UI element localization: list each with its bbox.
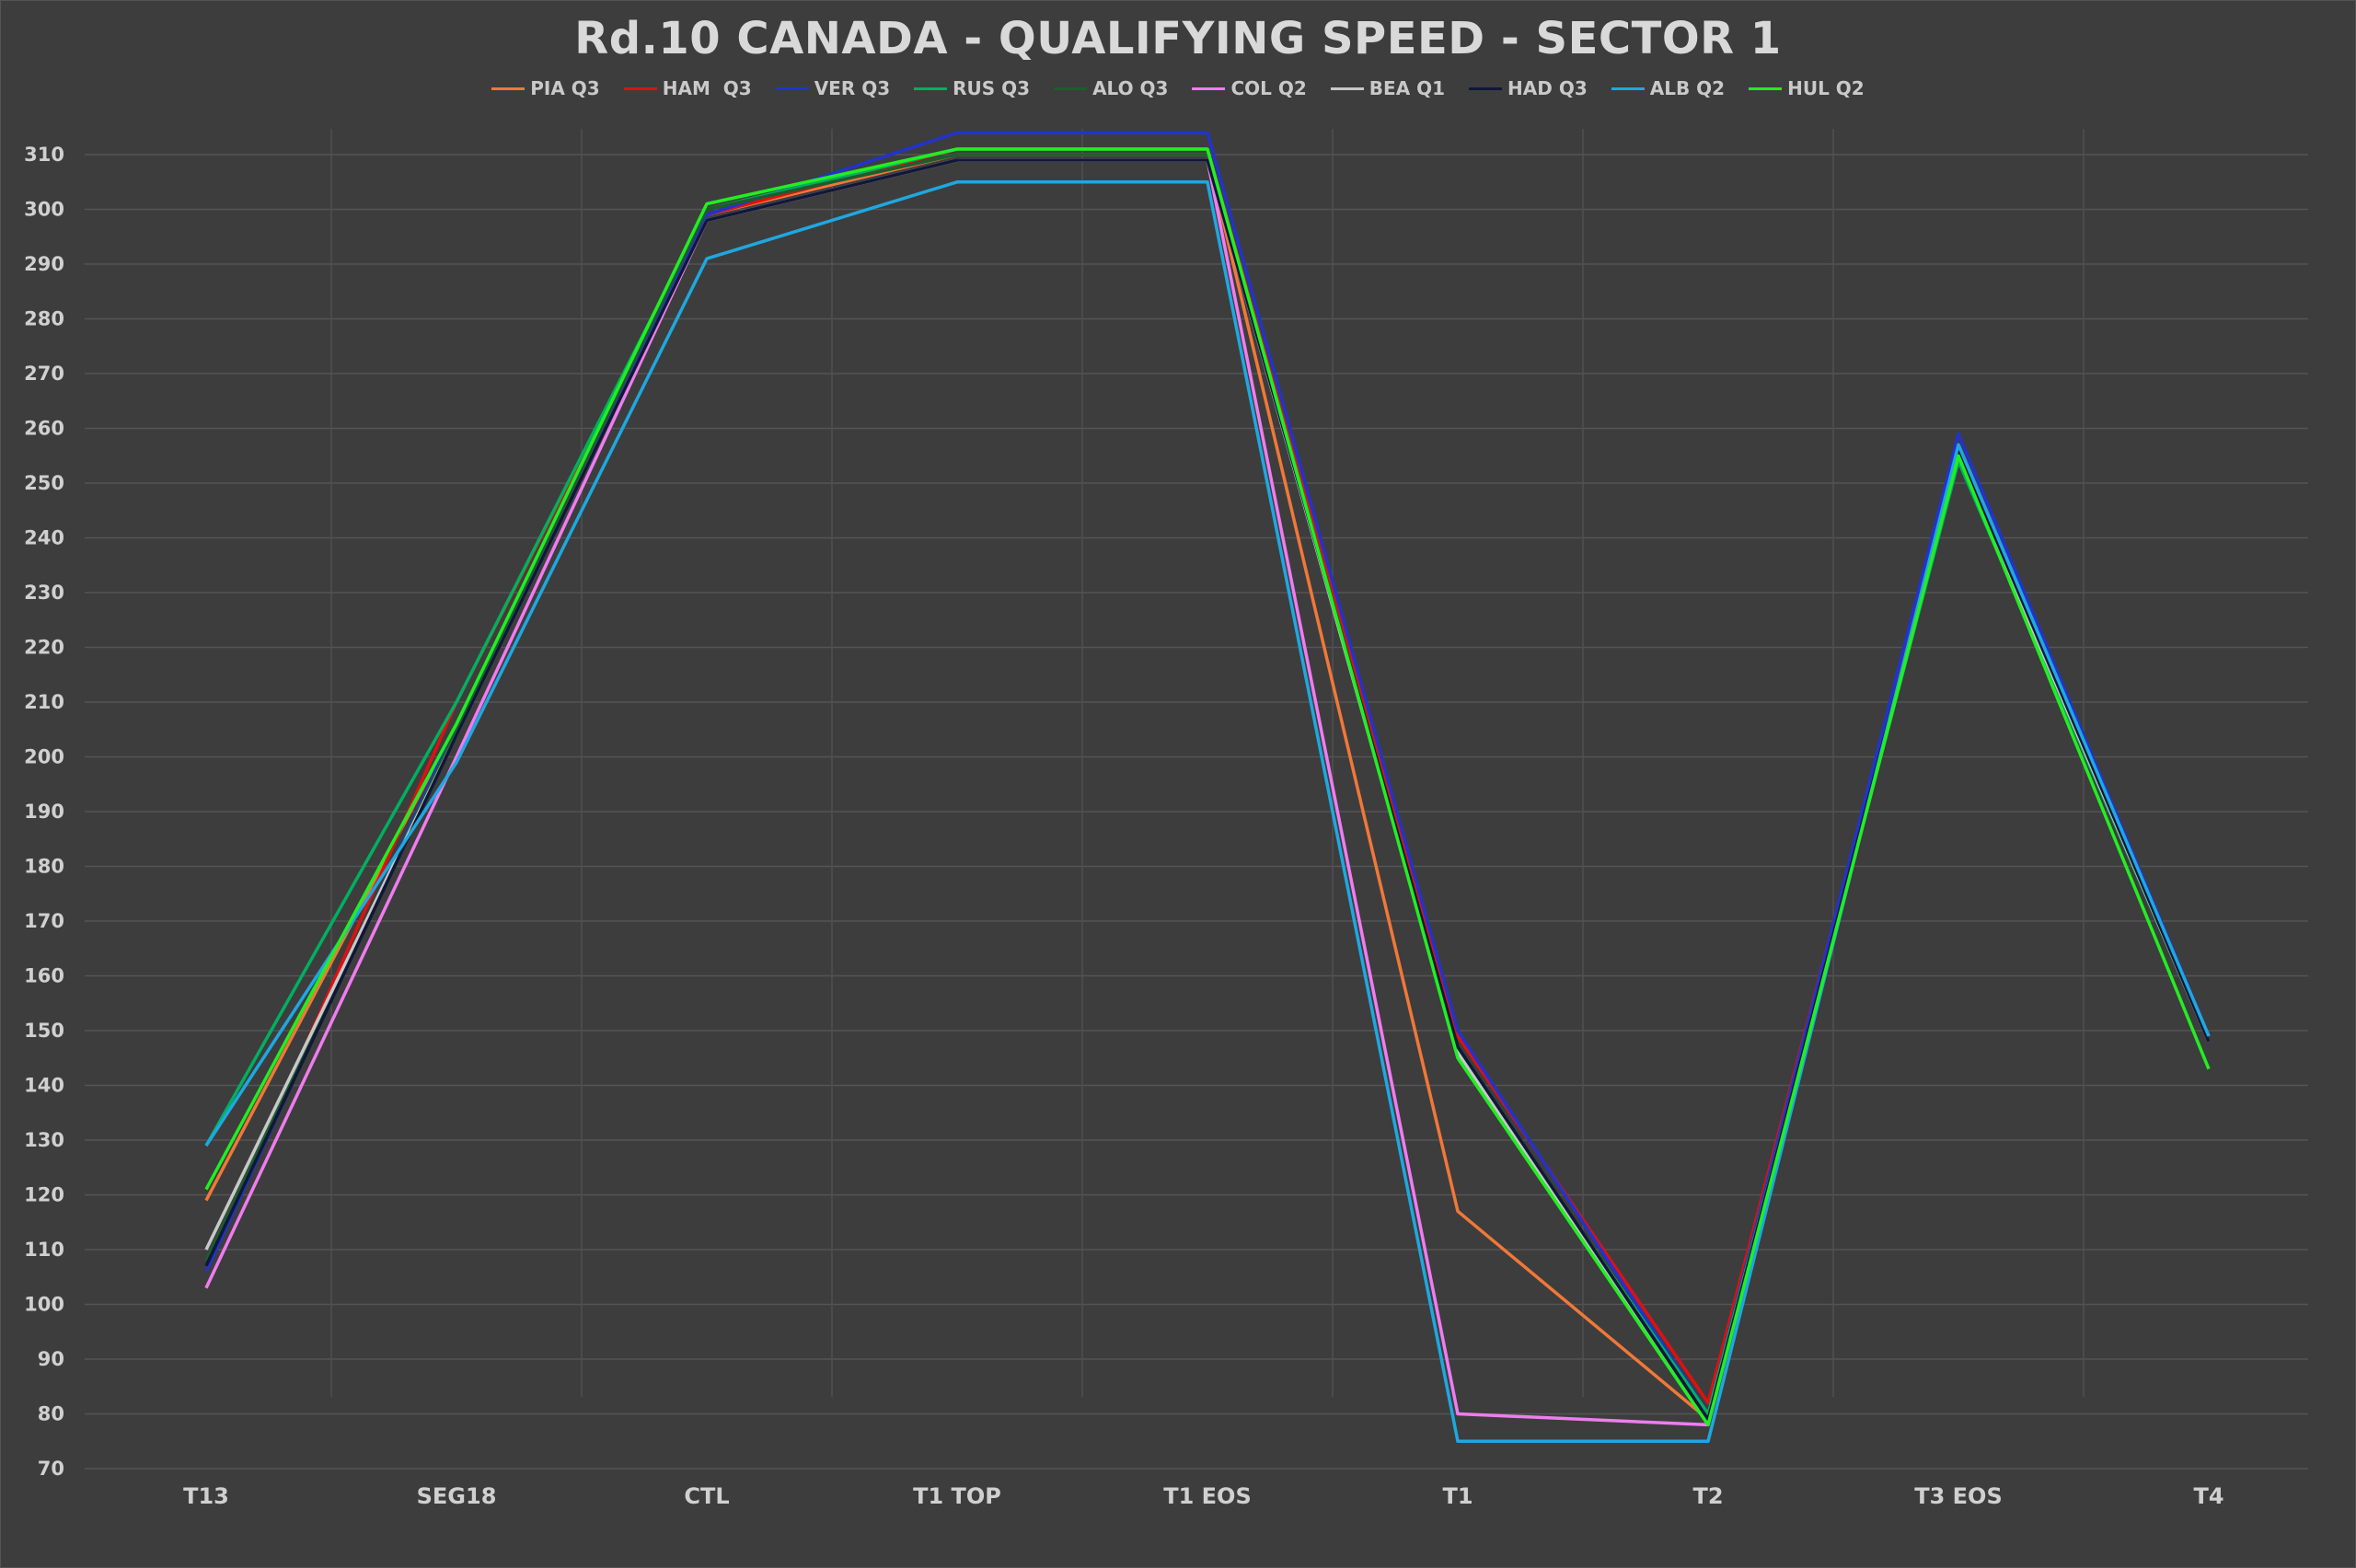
legend-item[interactable]: RUS Q3: [914, 77, 1030, 99]
chart-title: Rd.10 CANADA - QUALIFYING SPEED - SECTOR…: [574, 13, 1782, 64]
x-tick-label: T3 EOS: [1914, 1483, 2003, 1509]
y-tick-label: 70: [38, 1458, 64, 1480]
legend-item[interactable]: VER Q3: [775, 77, 891, 99]
y-tick-label: 270: [24, 363, 64, 385]
legend-swatch: [914, 86, 948, 90]
x-tick-label: T1: [1442, 1483, 1472, 1509]
legend-swatch: [1611, 86, 1645, 90]
y-tick-label: 300: [24, 199, 64, 221]
y-tick-label: 110: [24, 1239, 64, 1261]
x-tick-label: T1 TOP: [913, 1483, 1001, 1509]
y-tick-label: 250: [24, 472, 64, 494]
y-tick-label: 150: [24, 1020, 64, 1042]
legend-item[interactable]: COL Q2: [1192, 77, 1307, 99]
y-tick-label: 180: [24, 856, 64, 878]
series-line-alo-q3: [204, 153, 2211, 1422]
legend-swatch: [623, 86, 657, 90]
legend-label: HAM Q3: [662, 77, 752, 99]
y-tick-label: 120: [24, 1184, 64, 1206]
legend-swatch: [1749, 86, 1783, 90]
y-tick-label: 260: [24, 418, 64, 440]
series-lines: [204, 131, 2211, 1444]
series-line-ham-q3: [204, 147, 2211, 1405]
legend-label: COL Q2: [1230, 77, 1307, 99]
y-tick-label: 100: [24, 1294, 64, 1316]
series-line-pia-q3: [204, 153, 2211, 1422]
legend-label: ALO Q3: [1092, 77, 1169, 99]
y-tick-label: 220: [24, 637, 64, 659]
legend-item[interactable]: HAM Q3: [623, 77, 752, 99]
legend-item[interactable]: BEA Q1: [1330, 77, 1446, 99]
legend-item[interactable]: HAD Q3: [1469, 77, 1588, 99]
legend-label: RUS Q3: [953, 77, 1031, 99]
x-tick-label: T13: [183, 1483, 229, 1509]
y-tick-label: 230: [24, 582, 64, 604]
series-line-ver-q3: [204, 131, 2211, 1416]
series-line-col-q2: [204, 158, 2211, 1427]
legend-item[interactable]: ALO Q3: [1054, 77, 1168, 99]
chart-legend: PIA Q3 HAM Q3 VER Q3 RUS Q3 ALO Q3 COL Q2 BEA …: [0, 77, 2356, 99]
y-axis-ticks: 70 80 90 100 110 120 130 140 150 160 170 180 190 200 2…: [24, 144, 64, 1480]
x-tick-label: CTL: [684, 1483, 729, 1509]
series-line-hul-q2: [204, 147, 2211, 1427]
x-tick-label: T2: [1692, 1483, 1723, 1509]
legend-label: ALB Q2: [1649, 77, 1726, 99]
y-tick-label: 90: [38, 1348, 64, 1370]
x-tick-label: T4: [2193, 1483, 2223, 1509]
legend-label: PIA Q3: [530, 77, 600, 99]
legend-swatch: [1192, 86, 1226, 90]
legend-swatch: [1469, 86, 1503, 90]
series-line-rus-q3: [204, 147, 2211, 1416]
legend-swatch: [491, 86, 525, 90]
x-axis-ticks: T13 SEG18 CTL T1 TOP T1 EOS T1 T2 T3 EOS T4: [183, 1483, 2223, 1509]
y-tick-label: 140: [24, 1075, 64, 1097]
y-tick-label: 190: [24, 801, 64, 823]
series-line-had-q3: [204, 158, 2211, 1422]
y-tick-label: 130: [24, 1129, 64, 1151]
y-tick-label: 310: [24, 144, 64, 166]
x-tick-label: T1 EOS: [1163, 1483, 1252, 1509]
y-tick-label: 290: [24, 253, 64, 275]
legend-item[interactable]: HUL Q2: [1749, 77, 1865, 99]
legend-swatch: [775, 86, 809, 90]
y-tick-label: 240: [24, 527, 64, 549]
y-tick-label: 160: [24, 965, 64, 987]
y-tick-label: 200: [24, 746, 64, 768]
legend-label: BEA Q1: [1369, 77, 1446, 99]
x-tick-label: SEG18: [417, 1483, 497, 1509]
legend-swatch: [1054, 86, 1088, 90]
legend-item[interactable]: ALB Q2: [1611, 77, 1725, 99]
series-line-bea-q1: [204, 158, 2211, 1422]
legend-swatch: [1330, 86, 1364, 90]
legend-label: HUL Q2: [1787, 77, 1865, 99]
y-tick-label: 280: [24, 308, 64, 330]
legend-label: HAD Q3: [1507, 77, 1588, 99]
legend-item[interactable]: PIA Q3: [491, 77, 600, 99]
y-tick-label: 80: [38, 1403, 64, 1425]
legend-label: VER Q3: [814, 77, 891, 99]
y-tick-label: 210: [24, 691, 64, 713]
y-tick-label: 170: [24, 910, 64, 932]
